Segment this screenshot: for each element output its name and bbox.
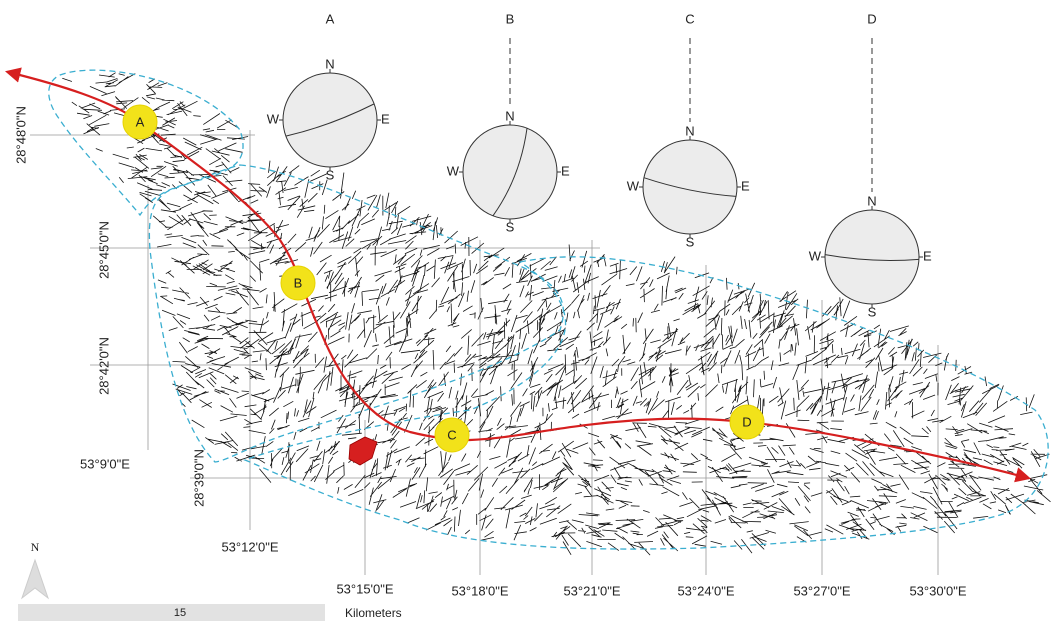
stereonet	[283, 73, 377, 167]
lineament	[62, 73, 1050, 555]
station-label: C	[447, 427, 456, 442]
stereonet-title: B	[506, 11, 515, 26]
stereonet-title: A	[326, 11, 335, 26]
stereonet-west: W	[627, 178, 640, 193]
north-label: N	[31, 540, 40, 554]
longitude-label: 53°27'0"E	[793, 583, 850, 598]
scale-bar	[18, 604, 325, 621]
stereonet	[643, 140, 737, 234]
stereonet	[463, 125, 557, 219]
longitude-label: 53°24'0"E	[677, 583, 734, 598]
longitude-label: 53°18'0"E	[451, 583, 508, 598]
station-label: B	[294, 275, 303, 290]
map: ABCD ANSEWBNSEWCNSEWDNSEW 28°48'0"N28°45…	[0, 0, 1057, 621]
longitude-label: 53°30'0"E	[909, 583, 966, 598]
station-label: A	[136, 114, 145, 129]
stereonet-title: C	[685, 11, 694, 26]
north-arrow	[22, 560, 48, 598]
longitude-label: 53°12'0"E	[221, 539, 278, 554]
latitude-label: 28°45'0"N	[96, 221, 111, 279]
latitude-label: 28°48'0"N	[13, 106, 28, 164]
stereonet-west: W	[809, 248, 822, 263]
station-label: D	[742, 414, 751, 429]
longitude-label: 53°9'0"E	[80, 456, 130, 471]
stereonet-east: E	[741, 178, 750, 193]
red-area	[349, 437, 377, 465]
lineaments	[62, 73, 1050, 555]
stereonet-west: W	[267, 111, 280, 126]
latitude-label: 28°42'0"N	[96, 337, 111, 395]
stereonet-title: D	[867, 11, 876, 26]
scale-value: 15	[174, 607, 186, 619]
scale-unit: Kilometers	[345, 606, 402, 620]
latitude-label: 28°39'0"N	[191, 449, 206, 507]
longitude-label: 53°21'0"E	[563, 583, 620, 598]
stereonet-east: E	[381, 111, 390, 126]
stereonet-east: E	[923, 248, 932, 263]
stereonet-west: W	[447, 163, 460, 178]
longitude-label: 53°15'0"E	[336, 581, 393, 596]
stereonet-east: E	[561, 163, 570, 178]
